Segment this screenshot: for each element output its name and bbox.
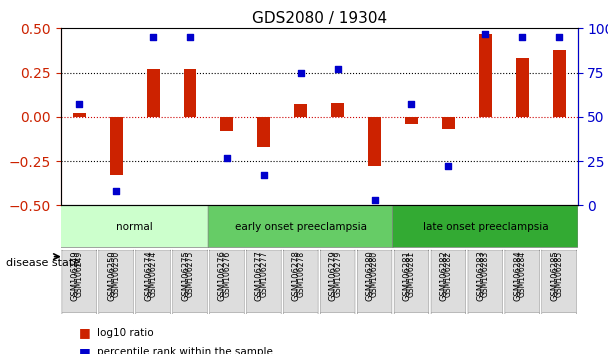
Point <box>185 34 195 40</box>
Text: GSM106282: GSM106282 <box>440 250 449 301</box>
Point <box>517 34 527 40</box>
FancyBboxPatch shape <box>320 250 355 314</box>
Text: GSM106281: GSM106281 <box>407 251 416 297</box>
Bar <box>553 50 565 117</box>
Text: GSM106249: GSM106249 <box>75 251 84 297</box>
FancyBboxPatch shape <box>394 250 429 314</box>
Title: GDS2080 / 19304: GDS2080 / 19304 <box>252 11 387 26</box>
Point <box>111 188 121 194</box>
Text: GSM106250: GSM106250 <box>112 251 120 297</box>
Text: GSM106280: GSM106280 <box>370 251 379 297</box>
Text: GSM106285: GSM106285 <box>554 251 564 297</box>
Text: GSM106278: GSM106278 <box>296 251 305 297</box>
Text: GSM106279: GSM106279 <box>329 250 337 301</box>
Bar <box>368 117 381 166</box>
Text: GSM106276: GSM106276 <box>218 250 227 301</box>
Point <box>333 66 342 72</box>
Text: GSM106276: GSM106276 <box>223 251 232 297</box>
Text: GSM106277: GSM106277 <box>260 251 268 297</box>
Point <box>296 70 306 75</box>
Bar <box>442 117 455 129</box>
FancyBboxPatch shape <box>283 250 318 314</box>
Bar <box>479 34 492 117</box>
FancyBboxPatch shape <box>505 250 539 314</box>
Bar <box>73 113 86 117</box>
Text: GSM106278: GSM106278 <box>292 250 301 301</box>
Text: GSM106284: GSM106284 <box>513 250 522 301</box>
Point <box>480 31 490 36</box>
Text: GSM106250: GSM106250 <box>107 250 116 301</box>
Bar <box>257 117 271 147</box>
Text: normal: normal <box>116 222 153 232</box>
Point <box>554 34 564 40</box>
Bar <box>147 69 159 117</box>
Bar <box>405 117 418 124</box>
Text: GSM106280: GSM106280 <box>365 250 375 301</box>
Text: ■: ■ <box>79 326 91 339</box>
Text: GSM106249: GSM106249 <box>71 250 79 301</box>
FancyBboxPatch shape <box>210 250 244 314</box>
Text: GSM106279: GSM106279 <box>333 251 342 297</box>
Bar <box>221 117 233 131</box>
FancyBboxPatch shape <box>62 250 97 314</box>
Text: GSM106284: GSM106284 <box>518 251 527 297</box>
Text: late onset preeclampsia: late onset preeclampsia <box>423 222 548 232</box>
FancyBboxPatch shape <box>393 206 578 247</box>
Point <box>222 155 232 160</box>
Bar <box>184 69 196 117</box>
FancyBboxPatch shape <box>431 250 466 314</box>
Bar <box>331 103 344 117</box>
Text: GSM106274: GSM106274 <box>144 250 153 301</box>
Text: GSM106281: GSM106281 <box>402 250 412 301</box>
Text: ■: ■ <box>79 346 91 354</box>
Point <box>444 164 454 169</box>
Text: GSM106275: GSM106275 <box>185 251 195 297</box>
FancyBboxPatch shape <box>136 250 170 314</box>
FancyBboxPatch shape <box>60 206 209 247</box>
Point <box>407 102 416 107</box>
Text: GSM106283: GSM106283 <box>476 250 485 301</box>
Point <box>74 102 84 107</box>
FancyBboxPatch shape <box>468 250 503 314</box>
Bar <box>109 117 123 175</box>
Text: early onset preeclampsia: early onset preeclampsia <box>235 222 367 232</box>
Text: log10 ratio: log10 ratio <box>97 328 154 338</box>
Text: disease state: disease state <box>6 258 80 268</box>
Point <box>370 197 379 203</box>
Text: GSM106274: GSM106274 <box>148 251 157 297</box>
Text: GSM106282: GSM106282 <box>444 251 453 297</box>
FancyBboxPatch shape <box>173 250 207 314</box>
Bar <box>294 104 307 117</box>
FancyBboxPatch shape <box>208 206 393 247</box>
Point <box>259 172 269 178</box>
Text: GSM106283: GSM106283 <box>481 251 490 297</box>
FancyBboxPatch shape <box>542 250 576 314</box>
FancyBboxPatch shape <box>246 250 281 314</box>
FancyBboxPatch shape <box>99 250 134 314</box>
Text: GSM106275: GSM106275 <box>181 250 190 301</box>
Text: GSM106277: GSM106277 <box>255 250 264 301</box>
Text: percentile rank within the sample: percentile rank within the sample <box>97 347 273 354</box>
Text: GSM106285: GSM106285 <box>550 250 559 301</box>
Bar <box>516 58 529 117</box>
Point <box>148 34 158 40</box>
FancyBboxPatch shape <box>358 250 392 314</box>
